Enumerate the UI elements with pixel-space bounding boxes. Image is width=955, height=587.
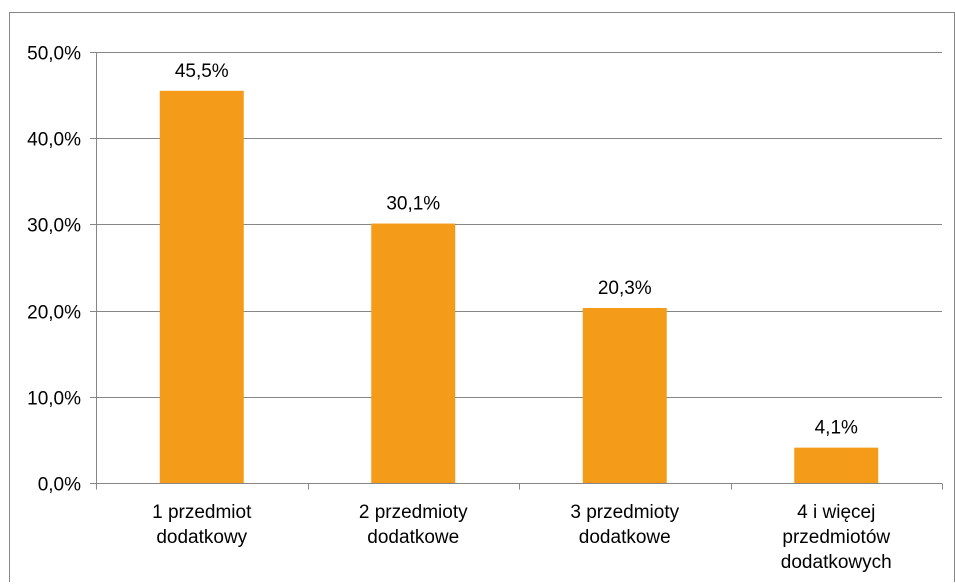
bar [371, 223, 456, 483]
bar [582, 308, 667, 483]
data-label: 20,3% [598, 278, 652, 299]
bar [159, 90, 244, 483]
chart-border [9, 12, 955, 587]
y-tick-label: 30,0% [27, 216, 81, 237]
y-tick-label: 0,0% [38, 475, 81, 496]
x-category-label: 1 przedmiot dodatkowy [152, 502, 252, 548]
labels: 0,0% 10,0% 20,0% 30,0% 40,0% 50,0% 45,5% 1 prze… [27, 44, 892, 574]
axes [90, 52, 943, 490]
y-tick-label: 50,0% [27, 44, 81, 65]
x-category-label: 4 i więcej przedmiotów dodatkowych [781, 502, 892, 573]
y-tick-label: 10,0% [27, 389, 81, 410]
y-tick-label: 40,0% [27, 130, 81, 151]
x-category-label: 2 przedmioty dodatkowe [359, 502, 468, 548]
x-category-label: 3 przedmioty dodatkowe [570, 502, 679, 548]
data-label: 4,1% [815, 418, 858, 439]
data-label: 30,1% [386, 194, 440, 215]
bars [159, 90, 879, 483]
bar [794, 447, 879, 483]
data-label: 45,5% [175, 61, 229, 82]
y-tick-label: 20,0% [27, 303, 81, 324]
